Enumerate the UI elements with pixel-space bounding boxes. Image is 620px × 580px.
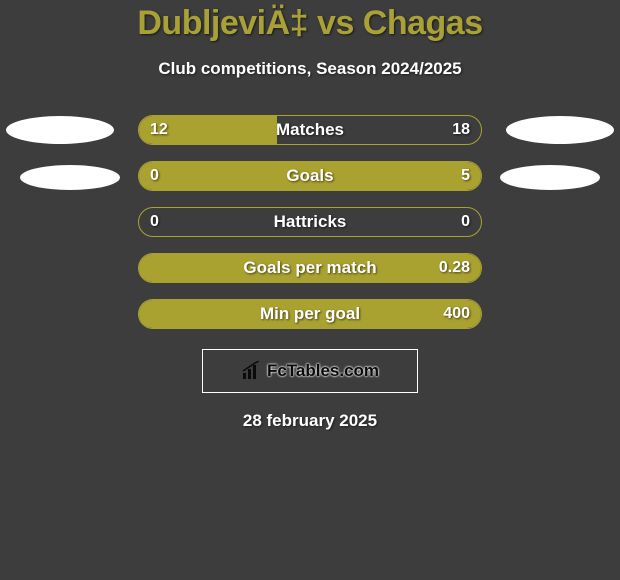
player-left-icon xyxy=(20,165,120,190)
stat-value-right: 0.28 xyxy=(439,253,470,283)
bar-track xyxy=(138,299,482,329)
stat-row: Hattricks00 xyxy=(0,199,620,245)
stat-value-right: 0 xyxy=(461,207,470,237)
bar-chart-icon xyxy=(241,361,263,381)
date-label: 28 february 2025 xyxy=(0,411,620,431)
stat-value-left: 0 xyxy=(150,161,159,191)
player-left-icon xyxy=(6,116,114,144)
logo-box: FcTables.com xyxy=(202,349,418,393)
bar-track xyxy=(138,115,482,145)
bar-track xyxy=(138,253,482,283)
stat-row: Min per goal400 xyxy=(0,291,620,337)
stat-value-right: 5 xyxy=(461,161,470,191)
bar-track xyxy=(138,207,482,237)
comparison-chart: Matches1218Goals05Hattricks00Goals per m… xyxy=(0,107,620,337)
bar-track xyxy=(138,161,482,191)
stat-value-left: 0 xyxy=(150,207,159,237)
bar-right-fill xyxy=(138,162,481,190)
page-subtitle: Club competitions, Season 2024/2025 xyxy=(0,59,620,79)
bar-right-fill xyxy=(138,300,481,328)
stat-value-left: 12 xyxy=(150,115,168,145)
stat-row: Goals05 xyxy=(0,153,620,199)
bar-right-fill xyxy=(138,254,481,282)
stat-value-right: 18 xyxy=(452,115,470,145)
player-right-icon xyxy=(500,165,600,190)
stat-row: Goals per match0.28 xyxy=(0,245,620,291)
stat-value-right: 400 xyxy=(443,299,470,329)
logo-text: FcTables.com xyxy=(267,361,379,381)
player-right-icon xyxy=(506,116,614,144)
infographic-container: DubljeviÄ‡ vs Chagas Club competitions, … xyxy=(0,0,620,431)
page-title: DubljeviÄ‡ vs Chagas xyxy=(0,4,620,43)
stat-row: Matches1218 xyxy=(0,107,620,153)
